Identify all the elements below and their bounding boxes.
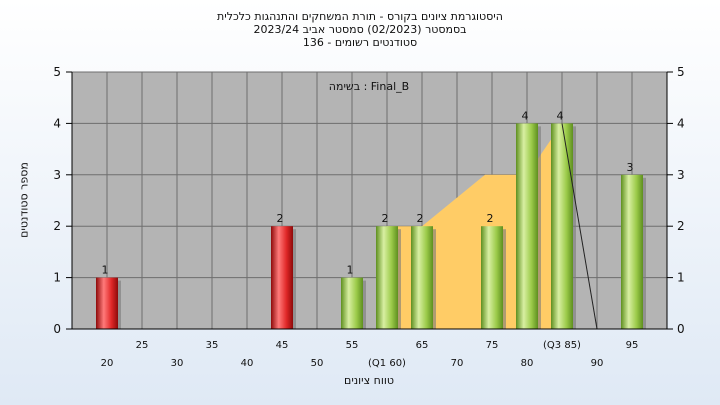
y-tick-label-left-2: 2 xyxy=(53,219,61,233)
bar-80 xyxy=(516,123,538,330)
bar-45 xyxy=(271,226,293,329)
axes xyxy=(71,72,668,330)
bar-20 xyxy=(96,277,118,329)
x-tick-label-70: 70 xyxy=(451,358,464,369)
y-tick-label-left-0: 0 xyxy=(53,322,61,336)
bar-75 xyxy=(481,226,503,329)
y-tick-label-right-2: 2 xyxy=(677,219,685,233)
title-line-3: סטודנטים רשומים - 136 xyxy=(302,36,418,49)
y-axis-label: מספר סטודנטים xyxy=(17,162,31,238)
x-axis-label: טווח ציונים xyxy=(344,374,394,387)
y-tick-label-left-4: 4 xyxy=(53,116,61,130)
x-tick-label-40: 40 xyxy=(241,358,254,369)
chart-title: היסטוגרמת ציונים בקורס - תורת המשחקים וה… xyxy=(0,10,720,49)
bar-55 xyxy=(341,277,363,329)
x-tick-label-85: (Q3 85) xyxy=(543,340,581,351)
y-tick-label-right-1: 1 xyxy=(677,271,685,285)
x-tick-label-80: 80 xyxy=(521,358,534,369)
x-tick-label-60: (Q1 60) xyxy=(368,358,406,369)
y-tick-label-right-3: 3 xyxy=(677,168,685,182)
x-tick-label-55: 55 xyxy=(346,340,359,351)
plot-area xyxy=(72,72,667,329)
bar-series: 1 2 1 2 2 2 4 4 3 xyxy=(96,109,646,330)
bar-label-60: 2 xyxy=(382,212,389,225)
chart-annotation: בשימה : Final_B xyxy=(328,80,410,93)
x-tick-label-65: 65 xyxy=(416,340,429,351)
x-tick-label-95: 95 xyxy=(626,340,639,351)
y-tick-label-left-5: 5 xyxy=(53,65,61,79)
bar-label-45: 2 xyxy=(277,212,284,225)
x-tick-label-30: 30 xyxy=(171,358,184,369)
bar-95 xyxy=(621,174,643,329)
bar-85 xyxy=(551,123,573,330)
bar-label-95: 3 xyxy=(627,161,634,174)
line-series-path xyxy=(561,123,598,330)
x-tick-label-20: 20 xyxy=(101,358,114,369)
y-tick-label-right-4: 4 xyxy=(677,116,685,130)
bar-label-65: 2 xyxy=(417,212,424,225)
x-tick-label-45: 45 xyxy=(276,340,289,351)
bar-label-55: 1 xyxy=(347,264,354,277)
bar-label-80: 4 xyxy=(522,109,529,122)
x-tick-label-75: 75 xyxy=(486,340,499,351)
x-tick-label-25: 25 xyxy=(136,340,149,351)
y-tick-label-left-1: 1 xyxy=(53,271,61,285)
y-tick-label-right-5: 5 xyxy=(677,65,685,79)
title-line-1: היסטוגרמת ציונים בקורס - תורת המשחקים וה… xyxy=(217,10,503,23)
bar-label-85: 4 xyxy=(557,109,564,122)
bar-label-20: 1 xyxy=(102,264,109,277)
line-series xyxy=(561,123,598,330)
x-tick-label-50: 50 xyxy=(311,358,324,369)
y-tick-label-left-3: 3 xyxy=(53,168,61,182)
bar-65 xyxy=(411,226,433,329)
x-tick-label-35: 35 xyxy=(206,340,219,351)
bar-60 xyxy=(376,226,398,329)
bar-label-75: 2 xyxy=(487,212,494,225)
y-tick-label-right-0: 0 xyxy=(677,322,685,336)
x-tick-label-90: 90 xyxy=(591,358,604,369)
title-line-2: בסמסטר (02/2023) סמסטר אביב 2023/24 xyxy=(253,23,467,36)
